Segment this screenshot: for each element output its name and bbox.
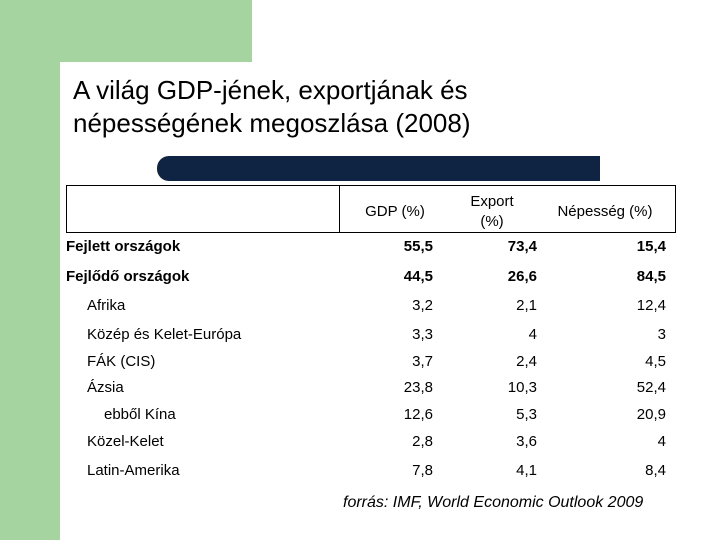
cell-export: 2,1 [516, 297, 537, 314]
cell-population: 84,5 [636, 268, 666, 285]
row-label: Közép és Kelet-Európa [87, 326, 242, 343]
title-divider-bar [157, 156, 600, 181]
header-export: Export (%) [452, 192, 532, 232]
row-label: Közel-Kelet [87, 433, 164, 450]
header-export-line2: (%) [480, 213, 504, 230]
title-line-1: A világ GDP-jének, exportjának és [73, 75, 468, 105]
cell-gdp: 3,2 [412, 297, 433, 314]
title-line-2: népességének megoszlása (2008) [73, 108, 471, 138]
cell-gdp: 3,3 [412, 326, 433, 343]
table-row: Latin-Amerika 7,8 4,1 8,4 [0, 462, 720, 489]
cell-population: 4 [657, 433, 666, 450]
cell-export: 4,1 [516, 462, 537, 479]
header-gdp: GDP (%) [365, 203, 425, 220]
source-note: forrás: IMF, World Economic Outlook 2009 [343, 494, 644, 511]
table-row: Közép és Kelet-Európa 3,3 4 3 [0, 326, 720, 353]
table-row: ebből Kína 12,6 5,3 20,9 [0, 406, 720, 433]
row-label: Fejlődő országok [66, 268, 190, 285]
green-side-band [0, 0, 60, 540]
cell-gdp: 7,8 [412, 462, 433, 479]
table-row: Közel-Kelet 2,8 3,6 4 [0, 433, 720, 460]
row-label: Latin-Amerika [87, 462, 180, 479]
cell-gdp: 12,6 [403, 406, 433, 423]
cell-gdp: 55,5 [403, 238, 433, 255]
cell-population: 8,4 [645, 462, 666, 479]
cell-population: 52,4 [636, 379, 666, 396]
cell-export: 3,6 [516, 433, 537, 450]
table-row: FÁK (CIS) 3,7 2,4 4,5 [0, 353, 720, 380]
cell-export: 4 [528, 326, 537, 343]
cell-export: 73,4 [507, 238, 537, 255]
table-row: Fejlődő országok 44,5 26,6 84,5 [0, 268, 720, 295]
header-empty-cell [67, 186, 340, 232]
cell-export: 5,3 [516, 406, 537, 423]
row-label: Afrika [87, 297, 126, 314]
header-export-line1: Export [470, 193, 514, 210]
row-label: Ázsia [87, 379, 124, 396]
cell-population: 20,9 [636, 406, 666, 423]
slide-panel [60, 62, 720, 540]
cell-gdp: 3,7 [412, 353, 433, 370]
header-population: Népesség (%) [557, 203, 653, 220]
cell-export: 26,6 [507, 268, 537, 285]
table-row: Fejlett országok 55,5 73,4 15,4 [0, 238, 720, 265]
cell-population: 4,5 [645, 353, 666, 370]
table-header [66, 185, 676, 233]
cell-population: 12,4 [636, 297, 666, 314]
cell-gdp: 44,5 [403, 268, 433, 285]
row-label: Fejlett országok [66, 238, 181, 255]
row-label: FÁK (CIS) [87, 353, 156, 370]
green-top-band [0, 0, 252, 62]
cell-gdp: 2,8 [412, 433, 433, 450]
table-row: Afrika 3,2 2,1 12,4 [0, 297, 720, 324]
row-label: ebből Kína [104, 406, 176, 423]
slide-title: A világ GDP-jének, exportjának és népess… [73, 74, 693, 140]
cell-population: 3 [657, 326, 666, 343]
cell-gdp: 23,8 [403, 379, 433, 396]
table-row: Ázsia 23,8 10,3 52,4 [0, 379, 720, 406]
cell-population: 15,4 [636, 238, 666, 255]
cell-export: 10,3 [507, 379, 537, 396]
cell-export: 2,4 [516, 353, 537, 370]
